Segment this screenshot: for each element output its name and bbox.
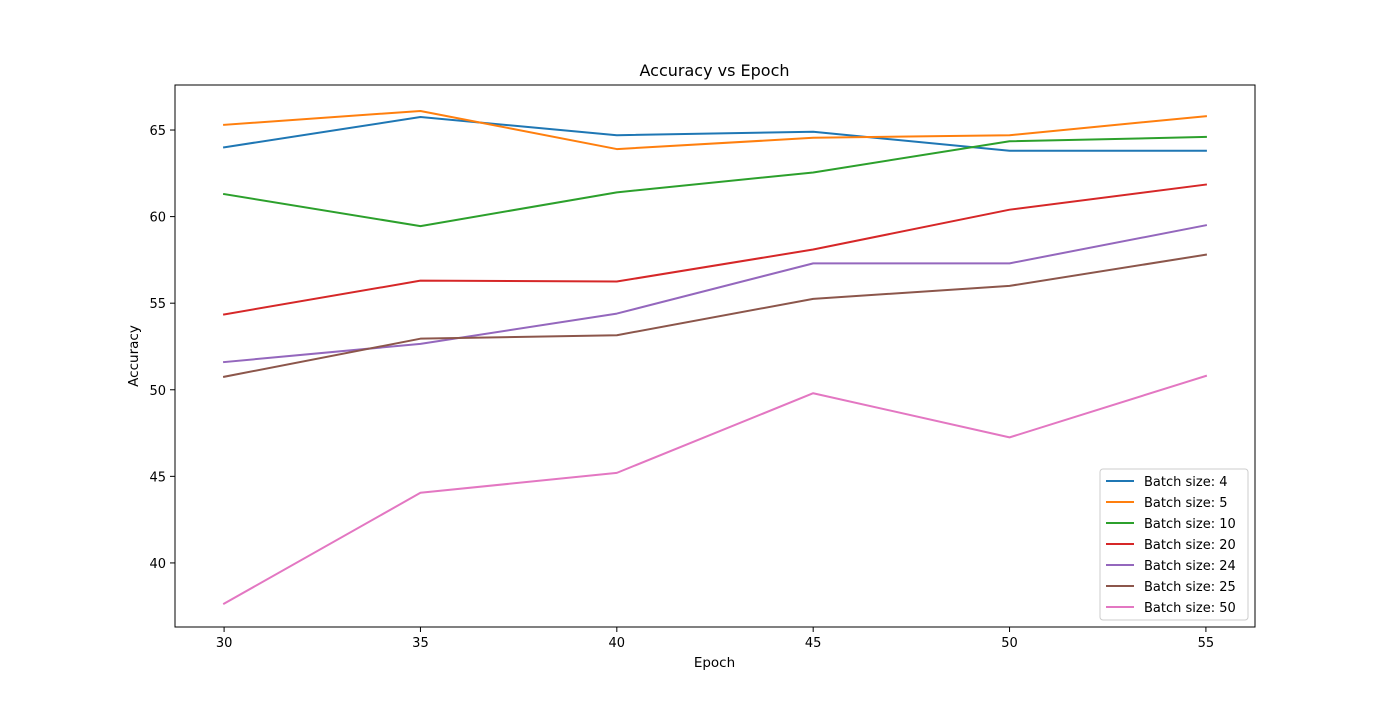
y-axis-label: Accuracy: [126, 325, 142, 387]
x-tick-label-2: 40: [609, 636, 626, 651]
legend-label-1: Batch size: 5: [1144, 496, 1228, 511]
legend-label-3: Batch size: 20: [1144, 538, 1236, 553]
y-tick-label-1: 45: [149, 470, 166, 485]
series-line-5: [222, 253, 1208, 378]
series-line-3: [222, 183, 1208, 316]
chart-title: Accuracy vs Epoch: [639, 61, 789, 80]
legend-box: [1099, 468, 1249, 621]
x-axis-label: Epoch: [694, 655, 735, 671]
y-tick-label-2: 50: [149, 384, 166, 399]
x-tick-label-0: 30: [216, 636, 233, 651]
plot-area: 30 35 40 45 50 55 40 45 50 55 60 65: [149, 84, 1256, 651]
series-line-0: [222, 116, 1207, 152]
series-line-6: [222, 374, 1208, 605]
x-tick-label-1: 35: [412, 636, 429, 651]
x-tick-label-4: 50: [1001, 636, 1018, 651]
legend: Batch size: 4 Batch size: 5 Batch size: 10…: [1099, 468, 1249, 621]
x-tick-label-3: 45: [805, 636, 822, 651]
legend-label-4: Batch size: 24: [1144, 559, 1236, 574]
y-tick-label-3: 55: [149, 297, 166, 312]
legend-label-0: Batch size: 4: [1144, 475, 1228, 490]
x-tick-label-5: 55: [1198, 636, 1215, 651]
y-tick-label-5: 65: [149, 124, 166, 139]
legend-label-2: Batch size: 10: [1144, 517, 1236, 532]
y-tick-label-4: 60: [149, 211, 166, 226]
legend-label-5: Batch size: 25: [1144, 580, 1236, 595]
legend-label-6: Batch size: 50: [1144, 601, 1236, 616]
series-line-1: [223, 109, 1208, 151]
series-line-2: [222, 135, 1207, 228]
plot-frame: [174, 84, 1256, 628]
y-tick-label-0: 40: [149, 557, 166, 572]
series-line-4: [223, 224, 1208, 364]
